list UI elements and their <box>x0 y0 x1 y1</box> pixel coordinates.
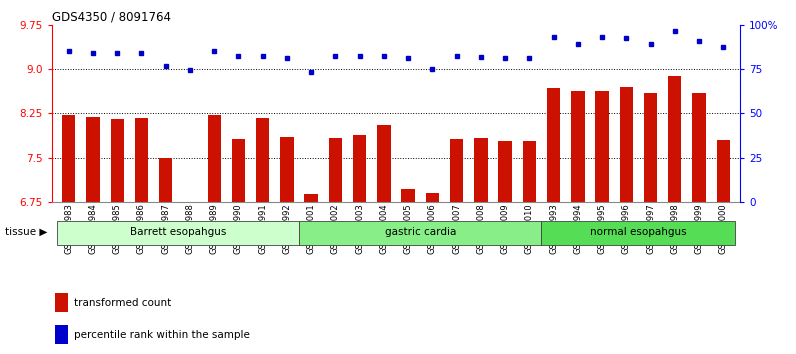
Bar <box>135 118 148 202</box>
Bar <box>377 125 391 202</box>
Text: GDS4350 / 8091764: GDS4350 / 8091764 <box>52 11 170 24</box>
Bar <box>474 138 487 202</box>
Bar <box>55 325 68 344</box>
Text: percentile rank within the sample: percentile rank within the sample <box>74 330 250 339</box>
Bar <box>57 221 299 245</box>
Bar <box>329 138 342 202</box>
Text: transformed count: transformed count <box>74 298 171 308</box>
Bar <box>693 93 706 202</box>
Bar <box>111 119 124 202</box>
Bar <box>353 135 366 202</box>
Text: tissue ▶: tissue ▶ <box>6 227 48 237</box>
Bar <box>86 118 100 202</box>
Text: normal esopahgus: normal esopahgus <box>590 227 687 237</box>
Bar <box>716 140 730 202</box>
Bar <box>256 118 269 202</box>
Bar <box>572 91 584 202</box>
Bar <box>644 93 657 202</box>
Bar <box>62 115 76 202</box>
Bar <box>299 221 541 245</box>
Bar <box>305 194 318 202</box>
Bar <box>595 91 609 202</box>
Bar <box>426 193 439 202</box>
Bar <box>523 141 536 202</box>
Bar <box>55 293 68 312</box>
Bar <box>619 87 633 202</box>
Bar <box>232 139 245 202</box>
Bar <box>208 115 220 202</box>
Bar <box>159 158 173 202</box>
Bar <box>668 76 681 202</box>
Bar <box>498 141 512 202</box>
Bar <box>401 189 415 202</box>
Text: Barrett esopahgus: Barrett esopahgus <box>130 227 226 237</box>
Bar <box>450 139 463 202</box>
Bar <box>280 137 294 202</box>
Bar <box>541 221 736 245</box>
Bar <box>547 88 560 202</box>
Bar <box>183 202 197 203</box>
Text: gastric cardia: gastric cardia <box>384 227 456 237</box>
